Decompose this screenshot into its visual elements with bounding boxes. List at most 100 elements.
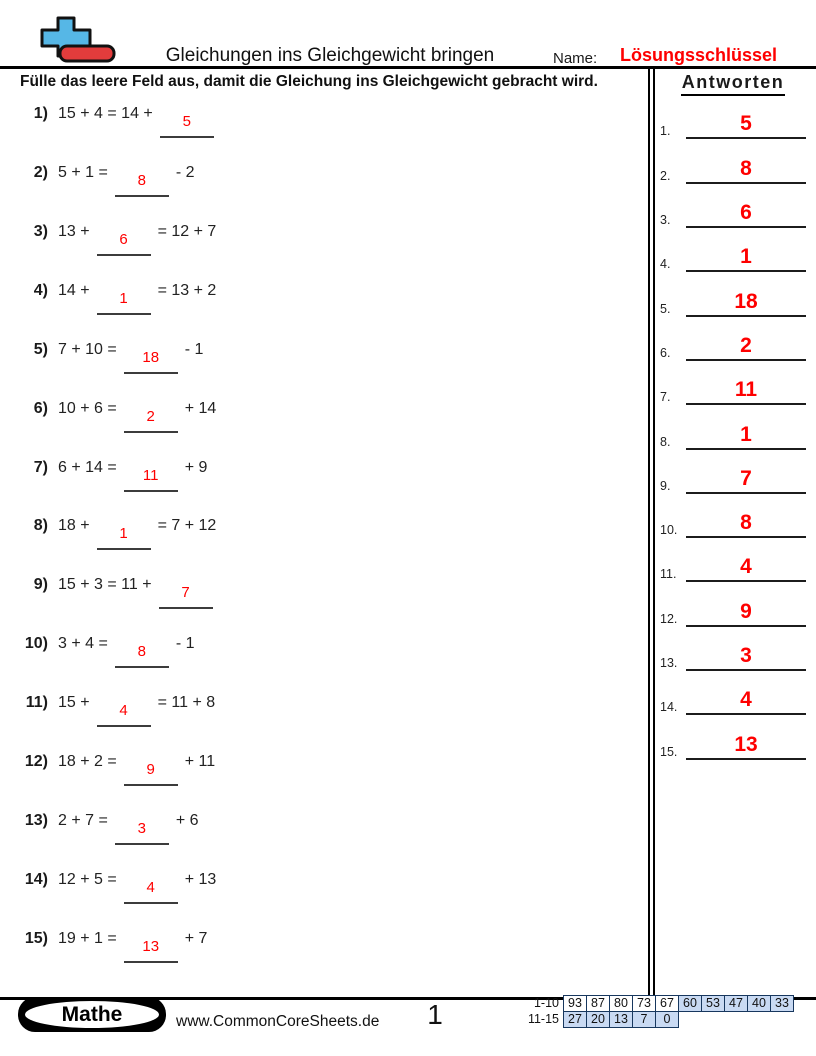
score-cell: 80 (609, 995, 633, 1012)
equation-post: = 13 + 2 (157, 281, 217, 299)
answer-number: 8. (660, 434, 671, 449)
equation-pre: 18 + (58, 517, 90, 535)
blank-answer-value: 11 (142, 466, 159, 484)
answer-value: 4 (740, 688, 752, 712)
answer-row: 2. 8 (660, 139, 806, 184)
worksheet-title: Gleichungen ins Gleichgewicht bringen (165, 45, 495, 66)
answer-number: 5. (660, 301, 671, 316)
question-row: 12) 18 + 2 = 9 + 11 (0, 753, 640, 812)
question-row: 15) 19 + 1 = 13 + 7 (0, 930, 640, 989)
answer-value: 8 (740, 156, 752, 180)
question-number: 9) (33, 576, 48, 594)
equation-pre: 6 + 14 = (58, 458, 117, 476)
website-url: www.CommonCoreSheets.de (176, 1013, 380, 1030)
divider-line (653, 68, 655, 998)
question-number: 2) (33, 163, 48, 181)
questions-list: 1) 15 + 4 = 14 +5 2) 5 + 1 = 8- 2 3) 13 +… (0, 105, 640, 989)
equation: 3 + 4 = 8 - 1 (58, 635, 195, 669)
equation-post: = 12 + 7 (157, 222, 217, 240)
answer-row: 5. 18 (660, 272, 806, 317)
equation-pre: 15 + 4 = 14 + (58, 105, 153, 122)
score-cell: 60 (678, 995, 702, 1012)
question-number: 1) (33, 105, 48, 122)
equation-pre: 5 + 1 = (58, 163, 108, 181)
answer-blank: 8 (114, 172, 169, 197)
equation-post: + 7 (184, 929, 208, 947)
answer-blank: 6 (96, 231, 151, 256)
question-number: 8) (33, 517, 48, 535)
answer-number: 12. (660, 611, 678, 626)
question-number: 12) (24, 753, 48, 771)
question-number: 7) (33, 458, 48, 476)
question-number: 15) (24, 929, 48, 947)
question-number: 11) (25, 694, 48, 712)
answer-line: 1 (686, 246, 806, 273)
equation: 12 + 5 = 4 + 13 (58, 871, 216, 904)
score-cell: 53 (701, 995, 725, 1012)
question-row: 2) 5 + 1 = 8 - 2 (0, 164, 640, 223)
plus-minus-logo-icon (40, 16, 118, 69)
question-row: 6) 10 + 6 = 2 + 14 (0, 400, 640, 459)
score-cell: 13 (609, 1011, 633, 1028)
answer-value: 1 (740, 422, 752, 446)
equation-pre: 18 + 2 = (58, 753, 117, 771)
answer-number: 9. (660, 478, 671, 493)
blank-answer-value: 1 (119, 525, 128, 543)
equation-pre: 10 + 6 = (58, 399, 117, 417)
answer-number: 11. (660, 567, 677, 582)
answer-blank: 1 (96, 290, 151, 315)
equation-post: = 11 + 8 (157, 694, 216, 712)
answer-line: 8 (686, 158, 806, 184)
answer-row: 9. 7 (660, 450, 806, 494)
question-number: 10) (24, 635, 48, 653)
question-row: 10) 3 + 4 = 8 - 1 (0, 635, 640, 694)
equation-pre: 12 + 5 = (58, 870, 117, 888)
score-cell: 33 (770, 995, 794, 1012)
score-cell: 0 (655, 1011, 679, 1028)
answer-line: 4 (686, 556, 806, 583)
question-number: 5) (33, 340, 48, 358)
answer-blank: 11 (123, 466, 178, 492)
answer-line: 7 (686, 468, 806, 494)
equation-pre: 13 + (58, 222, 90, 240)
answer-number: 2. (660, 168, 671, 183)
score-cell: 27 (563, 1011, 587, 1028)
question-row: 8) 18 + 1 = 7 + 12 (0, 517, 640, 576)
answer-blank: 2 (123, 408, 178, 433)
score-cell: 73 (632, 995, 656, 1012)
equation: 6 + 14 = 11 + 9 (58, 459, 207, 492)
equation-pre: 19 + 1 = (58, 929, 117, 947)
question-row: 5) 7 + 10 = 18 - 1 (0, 341, 640, 400)
answer-blank: 13 (123, 938, 178, 963)
blank-answer-value: 5 (182, 113, 191, 130)
answer-row: 3. 6 (660, 184, 806, 228)
answer-line: 2 (686, 335, 806, 361)
answer-value: 8 (740, 511, 752, 535)
score-row: 11-15 27 20 13 7 0 (505, 1011, 794, 1028)
equation-post: - 1 (175, 635, 195, 653)
blank-answer-value: 8 (137, 643, 146, 661)
answer-line: 1 (686, 424, 806, 450)
answer-number: 10. (660, 523, 678, 538)
answer-row: 12. 9 (660, 582, 806, 627)
equation-post: + 11 (184, 753, 216, 771)
answer-line: 18 (686, 291, 806, 317)
footer-rule (0, 997, 816, 1000)
blank-answer-value: 4 (119, 702, 128, 720)
answer-line: 6 (686, 202, 806, 228)
answer-row: 4. 1 (660, 228, 806, 273)
answer-number: 14. (660, 700, 678, 715)
question-row: 7) 6 + 14 = 11 + 9 (0, 459, 640, 518)
equation-post: - 1 (184, 340, 204, 358)
equation-post: + 14 (184, 399, 217, 417)
answer-blank: 4 (96, 702, 151, 728)
answer-value: 13 (734, 732, 758, 756)
answer-blank: 5 (159, 113, 214, 138)
question-number: 6) (33, 399, 48, 417)
answer-value: 6 (740, 200, 752, 224)
blank-answer-value: 7 (181, 584, 190, 602)
equation: 15 + 4 = 14 + 5 (58, 105, 221, 138)
equation-pre: 3 + 4 = (58, 635, 108, 653)
question-row: 1) 15 + 4 = 14 + 5 (0, 105, 640, 164)
answer-number: 15. (660, 744, 678, 759)
